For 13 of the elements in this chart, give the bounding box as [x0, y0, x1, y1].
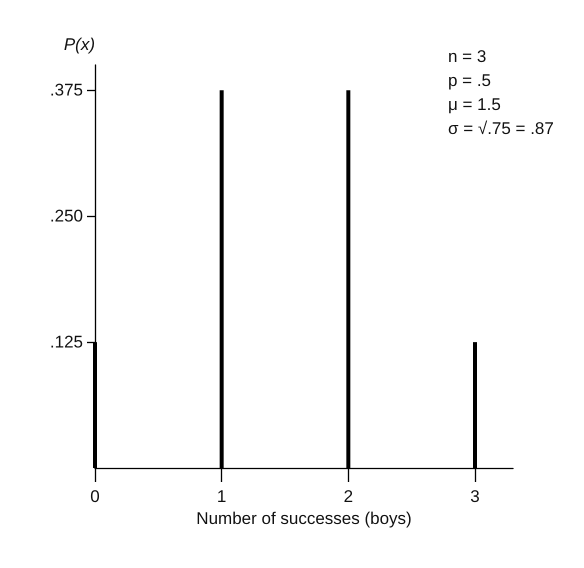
annotation: σ = √.75 = .87 — [448, 119, 554, 138]
annotation: p = .5 — [448, 71, 492, 90]
x-tick-label: 1 — [216, 487, 226, 506]
y-tick-label: .250 — [50, 206, 83, 226]
y-tick-label: .125 — [50, 332, 83, 352]
x-tick-label: 2 — [344, 487, 354, 506]
x-tick-label: 3 — [470, 487, 480, 506]
x-axis-title: Number of successes (boys) — [196, 509, 412, 528]
annotation: n = 3 — [448, 47, 486, 66]
annotation: μ = 1.5 — [448, 95, 501, 114]
y-axis-title: P(x) — [64, 35, 95, 54]
y-tick-label: .375 — [50, 80, 83, 100]
x-tick-label: 0 — [90, 487, 100, 506]
